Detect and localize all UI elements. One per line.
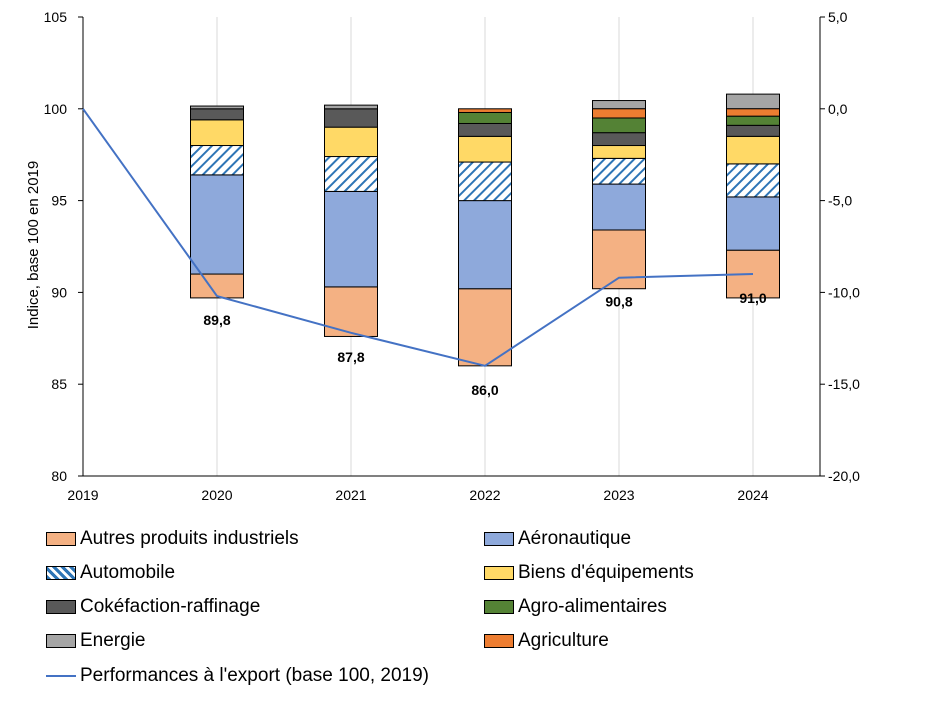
export-line [82, 108, 754, 367]
bar-segment [458, 288, 512, 367]
bar-segment [592, 132, 646, 147]
line-series [82, 108, 754, 367]
bar-segment [324, 126, 378, 158]
bar-segment [190, 119, 244, 147]
x-tick-label: 2023 [603, 487, 634, 503]
bar-segment [458, 161, 512, 202]
data-label: 87,8 [337, 349, 364, 365]
bar-segment [726, 93, 780, 110]
y-tick-label: 105 [44, 9, 68, 25]
bar-segment [458, 135, 512, 163]
bar-segment [592, 117, 646, 134]
bar-segment [726, 163, 780, 198]
data-label: 89,8 [203, 312, 230, 328]
y-tick-label: 80 [51, 468, 67, 484]
bar-segment [458, 122, 512, 137]
bar-segment [458, 108, 512, 113]
bar-segment [324, 156, 378, 192]
y2-tick-label: 5,0 [828, 9, 848, 25]
bars [190, 93, 780, 367]
data-labels: 89,8 87,8 86,0 90,8 91,0 [203, 290, 766, 398]
bar-segment [726, 115, 780, 126]
bar-segment [190, 108, 244, 121]
x-tick-label: 2021 [335, 487, 366, 503]
data-label: 91,0 [739, 290, 766, 306]
axes: 80 85 90 95 100 105 -20,0 -15,0 -10,0 -5,0 0,0 5,0 2… [44, 9, 860, 503]
bar-segment [324, 108, 378, 128]
y2-tick-label: -10,0 [828, 284, 860, 300]
bar-segment [324, 190, 378, 288]
bar-segment [726, 124, 780, 137]
x-tick-label: 2019 [67, 487, 98, 503]
bar-segment [324, 286, 378, 337]
y-tick-label: 95 [51, 193, 67, 209]
bar-segment [324, 104, 378, 110]
y-tick-label: 85 [51, 376, 67, 392]
bar-segment [190, 174, 244, 275]
data-label: 90,8 [605, 294, 632, 310]
x-tick-label: 2022 [469, 487, 500, 503]
y2-tick-label: -15,0 [828, 376, 860, 392]
bar-segment [592, 183, 646, 231]
bar-segment [458, 200, 512, 290]
y2-tick-label: -5,0 [828, 193, 852, 209]
bar-segment [592, 229, 646, 290]
bar-segment [592, 108, 646, 119]
bar-segment [592, 157, 646, 185]
bar-segment [726, 135, 780, 165]
bar-segment [190, 273, 244, 299]
x-tick-label: 2024 [737, 487, 768, 503]
bar-segment [726, 108, 780, 117]
data-label: 86,0 [471, 382, 498, 398]
y2-tick-label: -20,0 [828, 468, 860, 484]
x-tick-label: 2020 [201, 487, 232, 503]
y2-tick-label: 0,0 [828, 101, 848, 117]
y-axis-title: Indice, base 100 en 2019 [25, 161, 42, 329]
y-tick-label: 90 [51, 284, 67, 300]
bar-segment [726, 196, 780, 251]
bar-segment [592, 100, 646, 110]
bar-segment [190, 105, 244, 110]
bar-segment [458, 111, 512, 124]
bar-segment [190, 145, 244, 176]
y-tick-label: 100 [44, 101, 68, 117]
bar-segment [592, 145, 646, 159]
